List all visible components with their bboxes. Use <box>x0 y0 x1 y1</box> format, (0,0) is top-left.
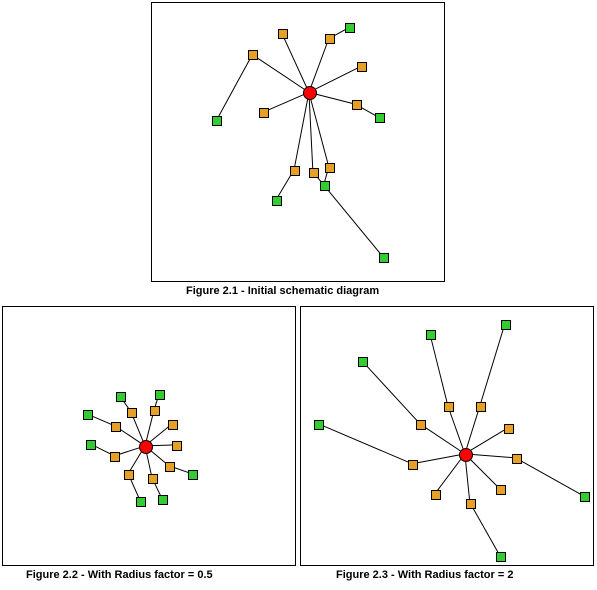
center-node <box>303 86 317 100</box>
leaf-o1 <box>83 410 93 420</box>
leaf-o8 <box>272 196 282 206</box>
leaf-o9 <box>314 420 324 430</box>
leaf-o8 <box>136 497 146 507</box>
node-o2 <box>444 402 454 412</box>
node-o9 <box>259 108 269 118</box>
node-o1 <box>111 422 121 432</box>
figure-container: Figure 2.1 - Initial schematic diagram F… <box>0 0 597 590</box>
leaf-o1 <box>358 357 368 367</box>
node-o6 <box>496 485 506 495</box>
node-o6 <box>165 462 175 472</box>
node-o5 <box>352 100 362 110</box>
leaf-o6 <box>320 181 330 191</box>
leaf-o2 <box>116 392 126 402</box>
leaf-o3 <box>501 320 511 330</box>
node-o7 <box>309 168 319 178</box>
center-node <box>139 440 153 454</box>
center-node <box>459 448 473 462</box>
edges-figure-2-3 <box>301 307 593 565</box>
node-o7 <box>466 499 476 509</box>
node-o8 <box>290 166 300 176</box>
node-o3 <box>476 402 486 412</box>
node-o4 <box>168 420 178 430</box>
node-o5 <box>172 441 182 451</box>
leaf-o7 <box>496 552 506 562</box>
node-o2 <box>278 29 288 39</box>
node-o5 <box>512 454 522 464</box>
leaf-o9 <box>86 440 96 450</box>
node-o9 <box>408 460 418 470</box>
node-o4 <box>504 424 514 434</box>
node-o6 <box>325 163 335 173</box>
node-o2 <box>127 408 137 418</box>
node-o1 <box>248 50 258 60</box>
panel-figure-2-3 <box>300 306 594 566</box>
node-o7 <box>148 474 158 484</box>
panel-figure-2-1 <box>151 2 445 282</box>
leaf-o7 <box>158 495 168 505</box>
node-o4 <box>357 62 367 72</box>
leaf-o6 <box>188 470 198 480</box>
leaf-o2 <box>426 330 436 340</box>
edges-figure-2-2 <box>3 307 295 565</box>
node-o3 <box>325 34 335 44</box>
node-o3 <box>150 406 160 416</box>
leaf-o7 <box>379 253 389 263</box>
node-o9 <box>110 452 120 462</box>
leaf-o3 <box>155 390 165 400</box>
caption-figure-2-1: Figure 2.1 - Initial schematic diagram <box>186 285 379 297</box>
panel-figure-2-2 <box>2 306 296 566</box>
node-o8 <box>124 470 134 480</box>
leaf-o5 <box>375 113 385 123</box>
node-o8 <box>431 490 441 500</box>
leaf-o1 <box>212 116 222 126</box>
caption-figure-2-3: Figure 2.3 - With Radius factor = 2 <box>336 569 513 581</box>
node-o1 <box>416 420 426 430</box>
leaf-o5 <box>580 492 590 502</box>
leaf-o3 <box>345 23 355 33</box>
edges-figure-2-1 <box>152 3 444 281</box>
caption-figure-2-2: Figure 2.2 - With Radius factor = 0.5 <box>26 569 213 581</box>
